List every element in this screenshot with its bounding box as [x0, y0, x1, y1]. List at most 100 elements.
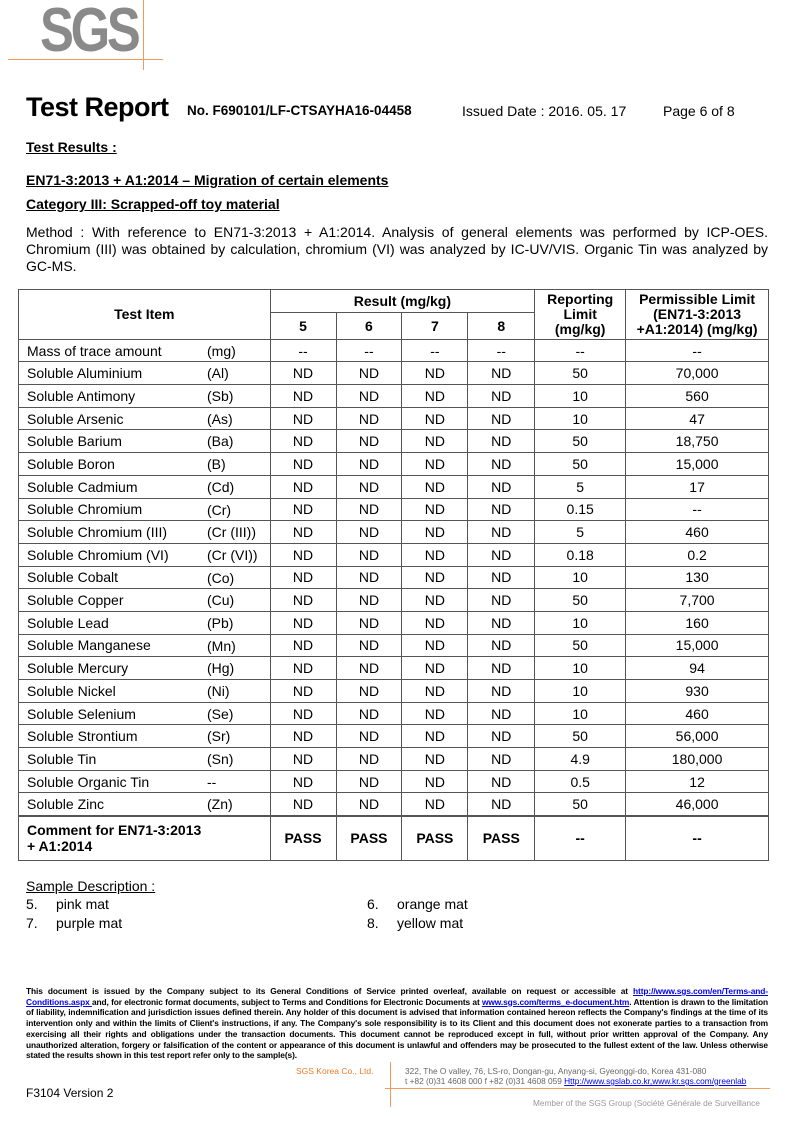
sample-7-cell: ND [401, 542, 469, 567]
sample-6-cell: ND [335, 656, 403, 680]
item-symbol: (Se) [207, 705, 234, 722]
reporting-limit-cell: 4.9 [534, 747, 627, 771]
sample-6-cell: ND [335, 747, 403, 771]
standard-heading: EN71-3:2013 + A1:2014 – Migration of cer… [26, 172, 389, 188]
results-table: Test Item Result (mg/kg) Reporting Limit… [18, 289, 769, 862]
sample-8-cell: ND [467, 406, 536, 431]
table-row: Soluble Cadmium (Cd) ND ND ND ND 5 17 [18, 474, 769, 499]
e-document-terms-link[interactable]: www.sgs.com/terms_e-document.htm [481, 996, 630, 1007]
item-name: Soluble Tin [27, 750, 97, 767]
test-item-cell: Soluble Aluminium (Al) [18, 361, 271, 386]
sample-8-cell: ND [467, 542, 536, 567]
table-row: Soluble Aluminium (Al) ND ND ND ND 50 70,000 [18, 361, 769, 386]
method-text: Method : With reference to EN71-3:2013 +… [26, 224, 768, 274]
sample-6-cell: ND [335, 542, 403, 567]
header-result: Result (mg/kg) [269, 289, 536, 313]
sample-8-cell: ND [467, 497, 536, 522]
sample-6-verdict: PASS [335, 814, 403, 862]
sample-number: 8. [367, 915, 379, 931]
reporting-limit-cell: 10 [534, 610, 627, 635]
sample-7-cell: ND [401, 361, 469, 386]
permissible-limit-cell: 56,000 [625, 724, 769, 749]
item-name: Soluble Zinc [27, 796, 105, 813]
reporting-limit-cell: 5 [534, 474, 627, 499]
test-item-cell: Soluble Cadmium (Cd) [18, 474, 271, 499]
header-permissible-limit: Permissible Limit (EN71-3:2013 +A1:2014)… [625, 289, 769, 340]
table-row: Soluble Strontium (Sr) ND ND ND ND 50 56,000 [18, 724, 769, 749]
reporting-limit-cell: 0.15 [534, 497, 627, 522]
sample-description-heading: Sample Description : [26, 878, 156, 894]
item-name: Soluble Antimony [27, 387, 136, 404]
comment-label: Comment for EN71-3:2013 + A1:2014 [18, 814, 271, 862]
sample-8-cell: ND [467, 769, 536, 794]
permissible-limit-cell: 70,000 [625, 361, 769, 386]
sample-number: 5. [26, 896, 38, 912]
sample-6-cell: ND [335, 633, 403, 658]
test-results-heading: Test Results : [26, 139, 117, 155]
sample-item: 6. orange mat [367, 896, 468, 912]
test-item-cell: Soluble Tin (Sn) [18, 747, 271, 771]
sample-6-cell: ND [335, 679, 403, 703]
sample-7-cell: ND [401, 747, 469, 771]
test-item-cell: Soluble Lead (Pb) [18, 610, 271, 635]
header-sample-6: 6 [335, 311, 403, 340]
item-symbol: (Ni) [207, 683, 230, 699]
header-sample-8: 8 [467, 311, 536, 340]
item-symbol: (Hg) [207, 660, 235, 677]
disclaimer-text: and, for electronic format documents, su… [91, 996, 482, 1007]
test-item-cell: Soluble Arsenic (As) [18, 406, 271, 431]
sgs-logo: SGS [40, 0, 141, 65]
permissible-limit-cell: 460 [625, 701, 769, 726]
category-heading: Category III: Scrapped-off toy material [26, 196, 280, 212]
terms-link[interactable]: http://www.sgs.com/en/Terms-and-Conditio… [26, 986, 768, 1007]
comment-row: Comment for EN71-3:2013 + A1:2014 PASS PAS… [18, 814, 769, 862]
sample-7-cell: ND [401, 610, 469, 635]
sample-7-cell: ND [401, 792, 469, 817]
permissible-limit-cell: -- [625, 497, 769, 522]
item-name: Soluble Chromium (VI) [27, 546, 169, 563]
company-address: 322, The O valley, 76, LS-ro, Dongan-gu,… [405, 1066, 746, 1086]
sample-6-cell: ND [335, 565, 403, 590]
reporting-limit-cell: 0.18 [534, 542, 627, 567]
website-link[interactable]: Http://www.sgslab.co.kr,www.kr.sgs.com/g… [564, 1076, 747, 1086]
report-title: Test Report [26, 92, 169, 122]
permissible-limit-verdict: -- [625, 814, 769, 862]
table-row: Soluble Copper (Cu) ND ND ND ND 50 7,700 [18, 588, 769, 612]
sample-item: 7. purple mat [26, 915, 122, 931]
test-item-cell: Soluble Organic Tin -- [18, 769, 271, 794]
sample-7-cell: ND [401, 429, 469, 454]
permissible-limit-cell: 47 [625, 406, 769, 431]
item-symbol: (Cr (III)) [207, 524, 256, 541]
phone-fax: t +82 (0)31 4608 000 f +82 (0)31 4608 05… [405, 1076, 565, 1086]
reporting-limit-cell: 10 [534, 565, 627, 590]
reporting-limit-cell: 50 [534, 429, 627, 454]
sample-7-cell: ND [401, 497, 469, 522]
table-row: Mass of trace amount (mg) -- -- -- -- -- -- [18, 338, 769, 363]
reporting-limit-cell: 50 [534, 633, 627, 658]
table-row: Soluble Chromium (III) (Cr (III)) ND ND ND ND… [18, 520, 769, 544]
table-row: Soluble Tin (Sn) ND ND ND ND 4.9 180,000 [18, 747, 769, 771]
table-row: Soluble Barium (Ba) ND ND ND ND 50 18,750 [18, 429, 769, 454]
logo-rule-vertical [143, 0, 144, 70]
sample-6-cell: ND [335, 429, 403, 454]
test-item-cell: Soluble Mercury (Hg) [18, 656, 271, 680]
sample-item: 8. yellow mat [367, 915, 463, 931]
header-test-item: Test Item [18, 289, 271, 340]
sample-8-cell: ND [467, 520, 536, 544]
item-symbol: (Sb) [207, 388, 234, 405]
table-row: Soluble Mercury (Hg) ND ND ND ND 10 94 [18, 656, 769, 680]
sample-7-cell: ND [401, 724, 469, 749]
item-name: Soluble Strontium [27, 728, 138, 745]
sample-8-cell: ND [467, 701, 536, 726]
sample-name: purple mat [56, 915, 123, 931]
permissible-limit-cell: 94 [625, 656, 769, 680]
sample-7-cell: ND [401, 452, 469, 476]
permissible-limit-cell: 12 [625, 769, 769, 794]
permissible-limit-cell: 17 [625, 474, 769, 499]
sample-7-cell: ND [401, 769, 469, 794]
table-row: Soluble Manganese (Mn) ND ND ND ND 50 15,000 [18, 633, 769, 658]
test-item-cell: Mass of trace amount (mg) [18, 338, 271, 363]
permissible-limit-cell: 460 [625, 520, 769, 544]
table-row: Soluble Nickel (Ni) ND ND ND ND 10 930 [18, 679, 769, 703]
footer-rule [385, 1088, 770, 1089]
